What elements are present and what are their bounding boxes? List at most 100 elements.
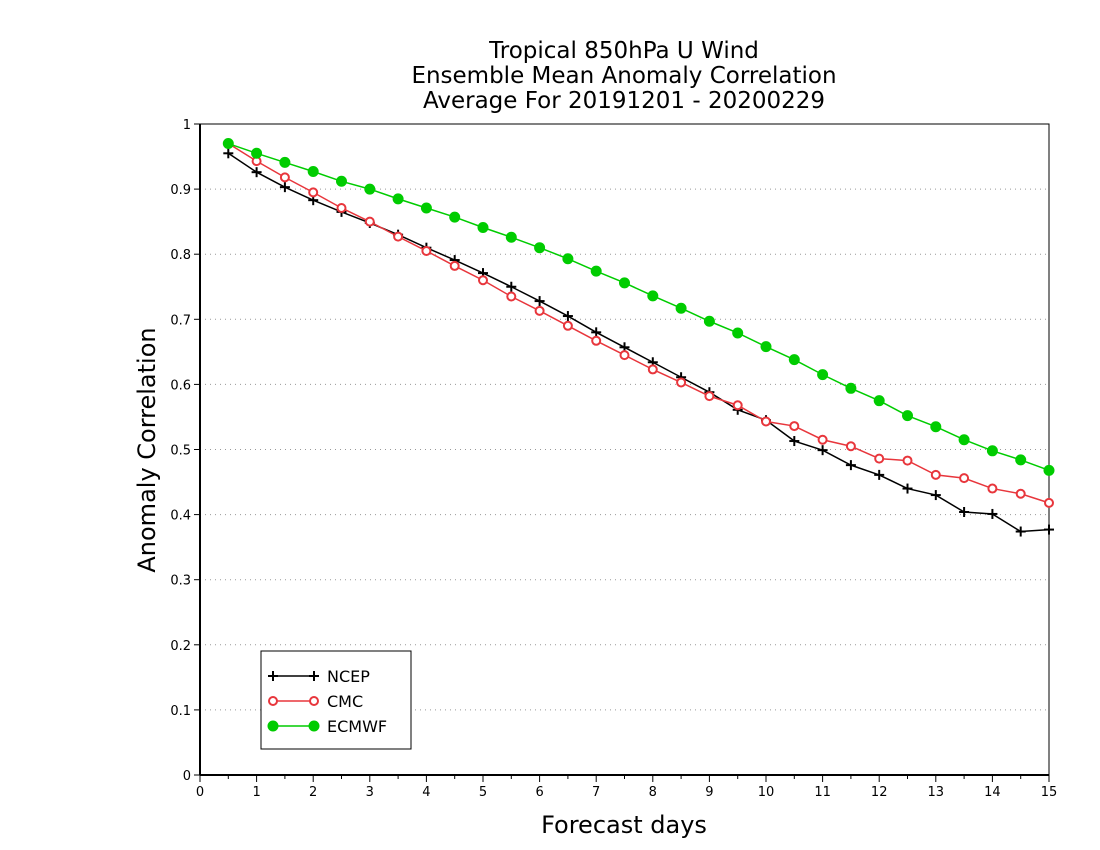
legend-entry-ecmwf: ECMWF [267,717,387,736]
data-point [789,421,800,432]
y-tick-label: 0.5 [170,444,191,459]
legend-marker [309,696,319,706]
data-point [845,382,857,394]
data-point [761,416,771,427]
legend-marker [309,671,319,681]
legend-marker [308,720,320,732]
x-tick-label: 9 [705,785,713,800]
data-point [393,231,404,242]
data-point [817,434,828,445]
data-point [930,421,942,433]
data-point [279,156,291,168]
series-ncep [223,148,1054,537]
data-point [223,148,234,159]
data-point [817,369,829,381]
x-tick-label: 4 [422,785,430,800]
y-tick-label: 0.2 [170,639,191,654]
data-point [1015,488,1026,499]
data-point [534,296,545,307]
x-tick-label: 1 [252,785,260,800]
data-point [421,245,432,256]
x-tick-label: 3 [366,785,374,800]
data-point [986,445,998,457]
data-point [930,490,941,501]
data-point [1044,497,1054,508]
legend: NCEP CMC ECMWF [260,650,412,750]
x-tick-label: 12 [871,785,888,800]
data-point [562,320,573,331]
x-tick-label: 14 [984,785,1001,800]
legend-label: CMC [327,692,363,711]
legend-box [260,650,412,750]
data-point [251,147,263,159]
data-point [505,231,517,243]
y-tick-label: 0.3 [170,574,191,589]
data-point [647,364,658,375]
data-point [902,483,913,494]
x-tick-label: 2 [309,785,317,800]
data-point [789,436,800,447]
data-point [817,445,828,456]
y-tick-label: 0.6 [170,378,191,393]
axes: 00.10.20.30.40.50.60.70.80.910 1 2 3 4 5 6 7 8 9 1… [170,118,1057,800]
data-series [222,138,1055,537]
y-tick-label: 0.8 [170,248,191,263]
y-tick-label: 0.7 [170,313,191,328]
data-point [732,400,743,411]
title-line-1: Tropical 850hPa U Wind [488,38,759,64]
data-point [590,265,602,277]
data-point [308,187,319,198]
data-point [619,350,630,361]
data-point [647,290,659,302]
data-point [562,311,573,322]
data-point [591,335,602,346]
legend-entry-cmc: CMC [268,692,363,711]
data-point [619,277,630,289]
data-point [930,469,941,480]
data-point [534,305,545,316]
x-tick-label: 0 [196,785,204,800]
data-point [449,211,461,223]
data-point [958,434,970,446]
y-tick-label: 0.1 [170,704,191,719]
series-ecmwf [222,138,1055,476]
x-tick-label: 13 [928,785,945,800]
y-tick-label: 1 [183,118,191,133]
data-point [506,291,517,302]
data-point [478,275,488,286]
data-point [845,441,856,452]
data-point [222,138,234,150]
y-tick-label: 0.9 [170,183,191,198]
x-tick-label: 15 [1041,785,1058,800]
x-tick-label: 5 [479,785,487,800]
legend-label: ECMWF [327,717,387,736]
data-point [449,260,460,271]
y-tick-label: 0.4 [170,509,191,524]
data-point [874,453,885,464]
data-point [902,455,913,466]
legend-marker [268,696,278,706]
x-tick-label: 8 [649,785,657,800]
data-point [675,302,687,314]
data-point [591,327,602,338]
data-point [477,222,489,234]
title-line-2: Ensemble Mean Anomaly Correlation [411,63,836,89]
data-point [732,327,744,339]
data-point [1044,524,1054,535]
series-cmc [223,138,1054,508]
series-line-cmc [227,142,1050,504]
data-point [1015,454,1027,466]
data-point [788,354,800,366]
data-point [987,508,998,519]
legend-marker [268,671,278,681]
data-point [562,253,574,265]
data-point [959,506,970,517]
data-point [336,175,347,187]
data-point [760,341,772,353]
data-point [704,391,715,402]
data-point [279,172,290,183]
title-line-3: Average For 20191201 - 20200229 [423,88,825,114]
x-tick-label: 11 [814,785,831,800]
data-point [1043,464,1055,476]
